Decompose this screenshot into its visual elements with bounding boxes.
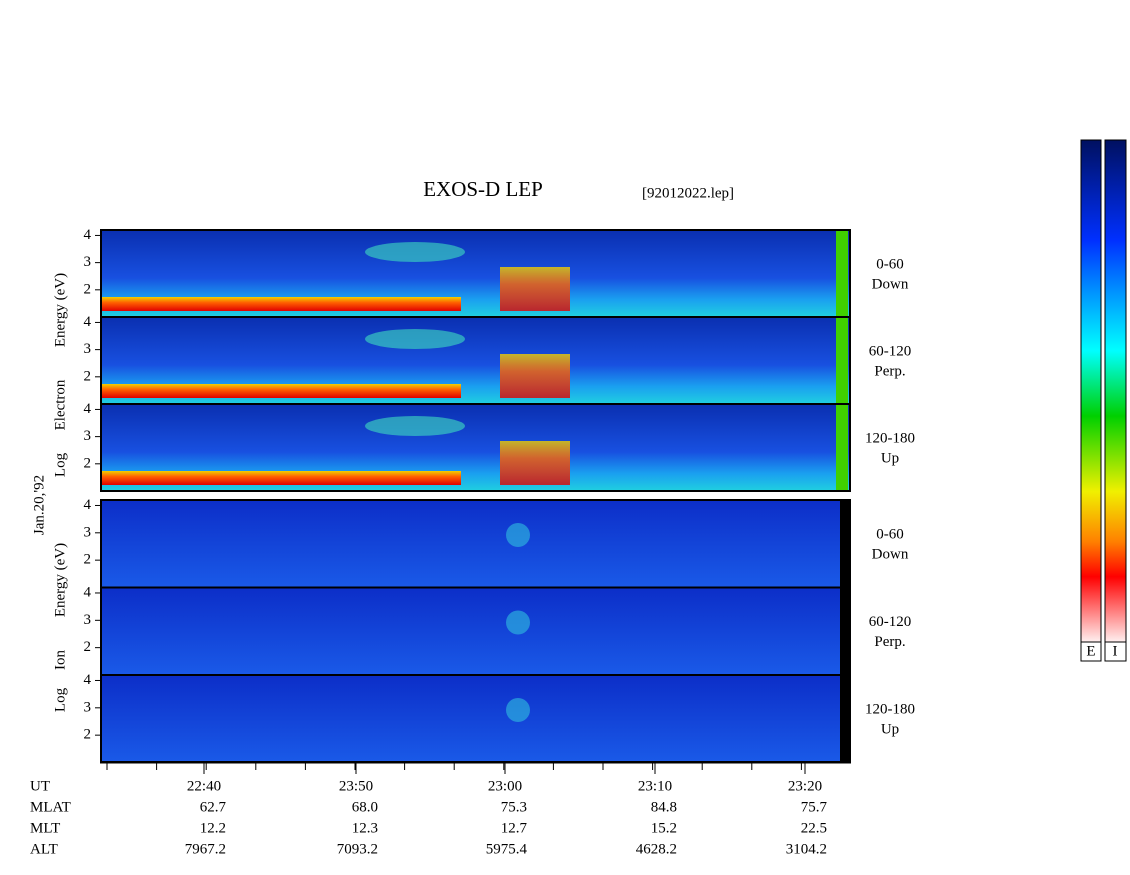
y-tick-label: 2 <box>84 727 92 743</box>
ephemeris-value: 84.8 <box>651 799 677 815</box>
row-label: UT <box>30 778 50 794</box>
panel-angle: 0-60 <box>876 256 904 272</box>
y-tick-label: 2 <box>84 552 92 568</box>
ephemeris-value: 12.3 <box>352 820 378 836</box>
x-tick-label: 23:10 <box>638 778 672 794</box>
spectrogram <box>101 587 850 675</box>
panel-direction: Perp. <box>874 363 905 379</box>
ephemeris-value: 15.2 <box>651 820 677 836</box>
ephemeris-value: 7093.2 <box>337 841 378 857</box>
y-tick-label: 2 <box>84 639 92 655</box>
spectrogram-feature <box>365 329 465 349</box>
spectrogram-feature <box>365 416 465 436</box>
y-axis-label: Electron <box>52 379 68 430</box>
spectrogram <box>101 500 850 588</box>
colorbars: E I <box>1080 139 1127 662</box>
date-label: Jan.20,'92 <box>31 475 47 535</box>
ephemeris-value: 12.7 <box>501 820 528 836</box>
y-axis-label: Energy (eV) <box>52 543 68 617</box>
panel-angle: 60-120 <box>869 343 912 359</box>
y-tick-label: 3 <box>84 612 92 628</box>
panel-direction: Down <box>872 546 909 562</box>
spectrogram-edge <box>836 404 848 491</box>
spectrogram-band <box>101 471 461 485</box>
y-tick-label: 4 <box>84 584 92 600</box>
panel-frame <box>100 403 851 492</box>
colorbar <box>1104 139 1127 643</box>
y-axis-label: Log <box>52 452 68 477</box>
spectrogram-feature <box>365 242 465 262</box>
panel-direction: Down <box>872 276 909 292</box>
spectrogram-edge <box>836 317 848 404</box>
y-axis-label: Log <box>52 687 68 712</box>
spectrogram-feature <box>506 523 530 547</box>
colorbar-label-box <box>1104 641 1127 662</box>
spectrogram-burst <box>500 354 570 398</box>
ephemeris-value: 3104.2 <box>786 841 827 857</box>
ephemeris-value: 4628.2 <box>636 841 677 857</box>
x-tick-label: 23:20 <box>788 778 822 794</box>
panel-angle: 120-180 <box>865 430 915 446</box>
colorbar <box>1080 139 1102 643</box>
panel-direction: Perp. <box>874 634 905 650</box>
ephemeris-value: 68.0 <box>352 799 378 815</box>
ephemeris-value: 22.5 <box>801 820 827 836</box>
row-label: ALT <box>30 841 58 857</box>
x-tick-label: 23:50 <box>339 778 373 794</box>
spectrogram-feature <box>506 610 530 635</box>
panel-angle: 120-180 <box>865 701 915 717</box>
y-axis-label: Energy (eV) <box>52 273 68 347</box>
row-label: MLT <box>30 820 60 836</box>
ephemeris-value: 7967.2 <box>185 841 226 857</box>
ephemeris-value: 75.3 <box>501 799 527 815</box>
y-tick-label: 4 <box>84 672 92 688</box>
spectrogram <box>101 675 850 763</box>
y-tick-label: 4 <box>84 314 92 330</box>
y-tick-label: 2 <box>84 281 92 297</box>
panel-angle: 60-120 <box>869 614 912 630</box>
y-tick-label: 4 <box>84 497 92 513</box>
spectrogram-burst <box>500 267 570 311</box>
colorbar-label-box <box>1080 641 1102 662</box>
spectrogram-band <box>101 384 461 398</box>
y-tick-label: 3 <box>84 341 92 357</box>
file-name: [92012022.lep] <box>642 185 734 201</box>
y-axis-label: Ion <box>52 650 68 670</box>
y-tick-label: 2 <box>84 368 92 384</box>
row-label: MLAT <box>30 799 71 815</box>
ephemeris-value: 12.2 <box>200 820 226 836</box>
spectrogram-band <box>101 297 461 311</box>
panel-direction: Up <box>881 721 899 737</box>
spectrogram-edge <box>836 230 848 317</box>
spectrogram-feature <box>506 698 530 722</box>
title: EXOS-D LEP <box>423 177 543 201</box>
y-tick-label: 4 <box>84 227 92 243</box>
spectrogram-edge <box>840 500 850 588</box>
y-tick-label: 3 <box>84 524 92 540</box>
x-tick-label: 23:00 <box>488 778 522 794</box>
y-tick-label: 2 <box>84 455 92 471</box>
y-tick-label: 3 <box>84 699 92 715</box>
ephemeris-value: 62.7 <box>200 799 227 815</box>
colorbar-label: I <box>1113 643 1118 659</box>
spectrogram-burst <box>500 441 570 485</box>
ephemeris-value: 5975.4 <box>486 841 528 857</box>
panel-angle: 0-60 <box>876 526 904 542</box>
y-tick-label: 3 <box>84 428 92 444</box>
ephemeris-value: 75.7 <box>801 799 828 815</box>
x-tick-label: 22:40 <box>187 778 221 794</box>
spectrogram-edge <box>840 587 850 675</box>
panel-direction: Up <box>881 450 899 466</box>
y-tick-label: 3 <box>84 254 92 270</box>
spectrogram-edge <box>840 675 850 763</box>
colorbar-label: E <box>1086 643 1095 659</box>
y-tick-label: 4 <box>84 401 92 417</box>
